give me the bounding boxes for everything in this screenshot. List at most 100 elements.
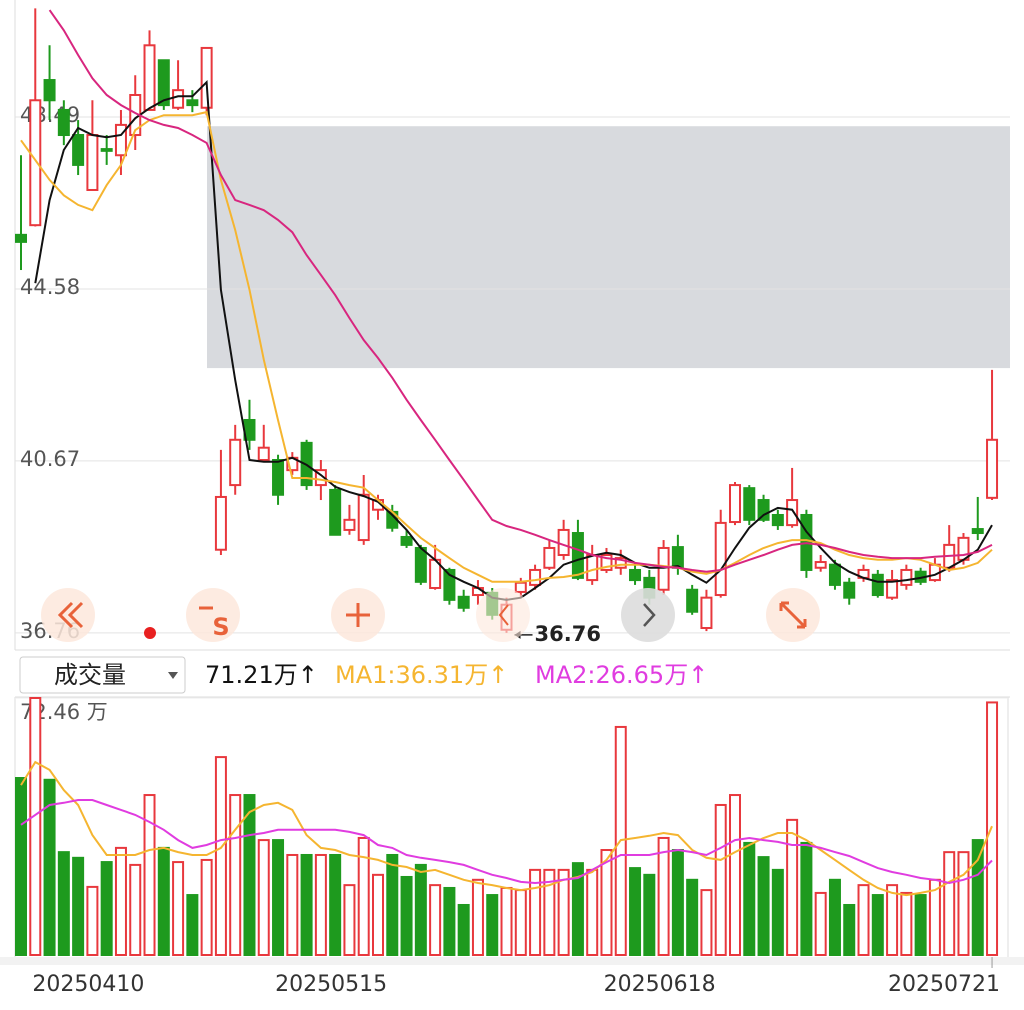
volume-bar (300, 853, 313, 956)
candle-body (600, 554, 613, 571)
volume-bar (857, 884, 870, 957)
candle-body (329, 488, 342, 536)
y-tick-label: 44.58 (20, 275, 80, 299)
candle-body (272, 459, 285, 496)
rewind-icon (57, 601, 84, 629)
volume-bar (129, 863, 142, 957)
fullscreen-icon (779, 601, 807, 629)
candle-body (814, 561, 827, 569)
candle-body (100, 148, 113, 152)
candle-body (43, 79, 56, 102)
candle-body (229, 438, 242, 487)
volume-bar (886, 884, 899, 957)
candle-body (971, 528, 984, 535)
volume-bar (629, 867, 642, 956)
annotation: 36.76 (535, 622, 601, 646)
volume-bar (100, 861, 113, 956)
s-button[interactable] (186, 588, 240, 642)
volume-bar (386, 853, 399, 956)
volume-bar (543, 868, 556, 957)
candle-body (343, 518, 356, 531)
record-dot[interactable] (144, 627, 156, 639)
volume-bar (114, 846, 127, 956)
x-tick-label: 20250618 (604, 972, 716, 997)
volume-bar (15, 777, 27, 956)
candle-body (986, 438, 999, 499)
volume-bar (557, 868, 570, 957)
candle-body (186, 99, 199, 107)
candle-body (543, 546, 556, 569)
volume-bar (429, 884, 442, 957)
volume-bar (743, 841, 756, 957)
volume-bar (571, 862, 584, 957)
volume-bar (729, 794, 741, 957)
candle-body (514, 581, 527, 593)
candle-body (443, 568, 456, 601)
candle-body (886, 579, 899, 599)
annotation: 50.96 (63, 0, 129, 3)
back-button[interactable] (476, 588, 530, 642)
candle-body (457, 595, 470, 609)
back-icon (498, 604, 509, 626)
candle-body (157, 59, 170, 107)
x-tick-label: 20250410 (32, 972, 144, 997)
volume-bar (914, 894, 927, 956)
candle-body (900, 568, 913, 586)
volume-bar (586, 868, 599, 957)
volume-bar (771, 868, 784, 957)
volume-bar (757, 856, 770, 957)
volume-bar (986, 701, 999, 956)
candle-body (357, 493, 370, 542)
ma-line (20, 799, 993, 885)
volume-bar (314, 853, 327, 956)
candle-body (871, 573, 884, 597)
candle-body (629, 568, 642, 582)
candle-body (529, 568, 542, 586)
volume-bar (871, 894, 884, 956)
candle-body (172, 89, 185, 109)
volume-bar (957, 851, 970, 956)
volume-bar (657, 836, 670, 956)
candle-body (586, 554, 599, 582)
volume-bar (514, 889, 527, 957)
next-icon (643, 603, 656, 627)
y-tick-label: 40.67 (20, 447, 80, 471)
volume-bar (843, 903, 856, 957)
ma-line (20, 760, 993, 897)
volume-bar (272, 839, 285, 956)
candle-body (200, 46, 213, 109)
x-tick-label: 20250721 (888, 972, 1000, 997)
volume-bar (500, 886, 513, 956)
volume-bar (714, 803, 727, 956)
volume-bar (214, 756, 227, 956)
volume-bar (200, 858, 213, 956)
candle-body (314, 469, 327, 487)
candle-body (714, 521, 727, 597)
next-button[interactable] (621, 588, 675, 642)
indicator-dropdown[interactable] (19, 656, 186, 694)
volume-bar (257, 839, 270, 956)
candle-body (15, 233, 27, 243)
volume-bar (971, 839, 984, 956)
volume-bar (471, 878, 484, 956)
candle-body (743, 487, 756, 521)
volume-bar (172, 861, 185, 956)
volume-bar (157, 846, 170, 956)
volume-bar (800, 841, 813, 957)
indicator-ma1: MA1:36.31万↑ (335, 661, 508, 689)
candle-body (757, 499, 770, 521)
candle-body (686, 588, 699, 613)
volume-bar (443, 886, 456, 956)
volume-bar (229, 794, 242, 957)
volume-bar (186, 894, 199, 956)
candle-body (214, 495, 227, 551)
candle-body (72, 134, 85, 166)
indicator-ma2: MA2:26.65万↑ (535, 661, 708, 689)
volume-bar (686, 878, 699, 956)
candle-body (828, 563, 841, 586)
volume-bar (814, 891, 827, 957)
candle-body (614, 557, 627, 569)
candle-body (57, 108, 70, 137)
candle-body (671, 546, 684, 569)
volume-bar (414, 863, 427, 957)
